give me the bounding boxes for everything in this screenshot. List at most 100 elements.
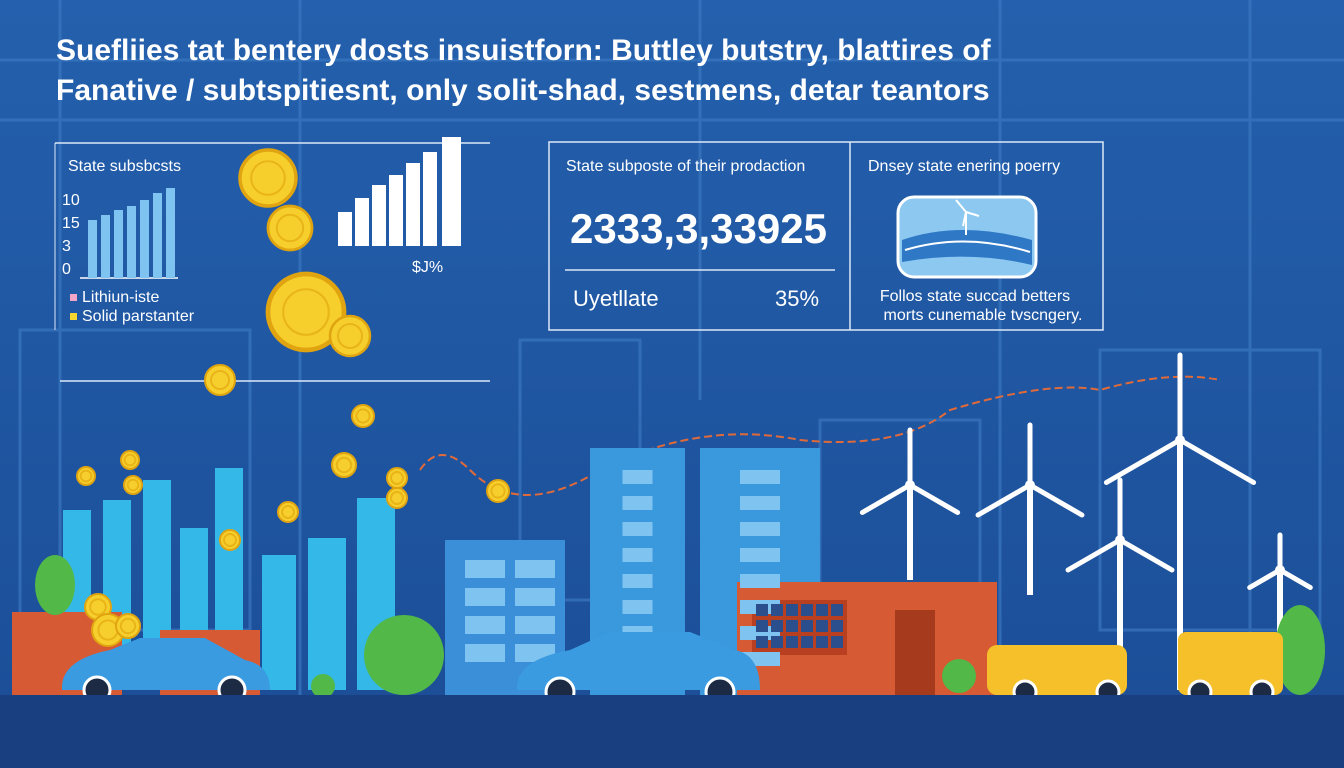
left-panel bbox=[338, 212, 352, 246]
turbine-blade bbox=[1117, 537, 1175, 573]
coin-inner bbox=[210, 370, 230, 390]
coin-inner bbox=[282, 288, 330, 336]
title-line: Suefliies tat bentery dosts insuistforn:… bbox=[56, 34, 992, 67]
coin-inner bbox=[89, 598, 107, 616]
turbine-blade bbox=[1103, 437, 1183, 485]
vehicles bbox=[61, 632, 1283, 708]
window bbox=[515, 588, 555, 606]
vehicles bbox=[516, 632, 760, 690]
solar-cell bbox=[801, 604, 813, 616]
turbine-hub bbox=[1025, 480, 1035, 490]
left-panel bbox=[166, 188, 175, 278]
chart-note: $J% bbox=[412, 259, 443, 276]
trees bbox=[364, 615, 444, 695]
solar-cell bbox=[816, 604, 828, 616]
right-panel bbox=[955, 199, 980, 227]
turbine-hub bbox=[905, 480, 915, 490]
left-panel bbox=[372, 185, 386, 246]
solar-cell bbox=[786, 620, 798, 632]
coin bbox=[328, 314, 372, 358]
window bbox=[740, 548, 780, 562]
left-panel bbox=[101, 215, 110, 278]
left-panel bbox=[406, 163, 420, 246]
window bbox=[622, 522, 653, 536]
axis-label: 15 bbox=[62, 215, 80, 232]
trees bbox=[942, 659, 976, 693]
solar-cell bbox=[831, 620, 843, 632]
left-panel bbox=[70, 313, 77, 320]
solar-cell bbox=[771, 636, 783, 648]
solar-cell bbox=[756, 604, 768, 616]
axis-label: 0 bbox=[62, 261, 71, 278]
window bbox=[740, 496, 780, 510]
solar-cell bbox=[801, 620, 813, 632]
coin-inner bbox=[337, 323, 363, 349]
solar-cell bbox=[816, 620, 828, 632]
window bbox=[740, 522, 780, 536]
coin bbox=[115, 613, 141, 639]
window bbox=[465, 616, 505, 634]
city-bars bbox=[262, 555, 296, 690]
panel-title: Dnsey state enering poerry bbox=[868, 158, 1060, 175]
left-panel bbox=[389, 175, 403, 246]
turbine-blade bbox=[859, 482, 913, 515]
coin bbox=[351, 404, 375, 428]
window bbox=[740, 470, 780, 484]
coin-inner bbox=[79, 469, 93, 483]
vehicles bbox=[1178, 632, 1283, 695]
window bbox=[740, 626, 780, 640]
right-panel bbox=[902, 230, 1032, 265]
label: Uyetllate bbox=[573, 286, 659, 311]
window bbox=[515, 616, 555, 634]
coin bbox=[219, 529, 241, 551]
solar-cell bbox=[831, 604, 843, 616]
coin bbox=[386, 487, 408, 509]
axis-label: 10 bbox=[62, 192, 80, 209]
turbine-blade bbox=[1065, 537, 1123, 573]
solar-cell bbox=[786, 636, 798, 648]
coin-inner bbox=[223, 533, 237, 547]
vehicles bbox=[61, 638, 270, 690]
window bbox=[465, 560, 505, 578]
city-bars bbox=[308, 538, 346, 690]
right-panel: Dnsey state enering poerry Follos state … bbox=[868, 158, 1082, 324]
window bbox=[740, 574, 780, 588]
window bbox=[622, 470, 653, 484]
trees bbox=[311, 674, 335, 698]
left-panel bbox=[127, 206, 136, 278]
coin-inner bbox=[123, 453, 137, 467]
solar-cell bbox=[771, 604, 783, 616]
middle-panel bbox=[548, 141, 1104, 331]
window bbox=[515, 560, 555, 578]
left-panel bbox=[140, 200, 149, 278]
right-panel bbox=[904, 240, 1031, 253]
solar-cell bbox=[756, 620, 768, 632]
left-panel bbox=[70, 294, 77, 301]
left-panel bbox=[88, 220, 97, 278]
solar-cell bbox=[801, 636, 813, 648]
window bbox=[622, 600, 653, 614]
coin-inner bbox=[490, 483, 506, 499]
buildings bbox=[895, 610, 935, 695]
big-number: 2333,3,33925 bbox=[570, 205, 827, 252]
left-panel: State subsbcsts 10 15 3 0 Lithiun-iste S… bbox=[54, 137, 490, 382]
coin-inner bbox=[281, 505, 295, 519]
window bbox=[622, 574, 653, 588]
trees bbox=[35, 555, 1325, 698]
turbine-hub bbox=[1175, 435, 1185, 445]
legend-label: Solid parstanter bbox=[82, 308, 195, 325]
coin-inner bbox=[275, 213, 305, 243]
coin-inner bbox=[126, 478, 140, 492]
coin-inner bbox=[355, 408, 371, 424]
legend-label: Lithiun-iste bbox=[82, 289, 159, 306]
window bbox=[622, 548, 653, 562]
coins bbox=[76, 148, 510, 647]
title-line: Fanative / subtspitiesnt, only solit-sha… bbox=[56, 74, 990, 107]
coin-inner bbox=[390, 491, 404, 505]
turbine-blade bbox=[1277, 567, 1313, 590]
left-panel bbox=[114, 210, 123, 278]
solar-cell bbox=[756, 636, 768, 648]
left-panel bbox=[423, 152, 437, 246]
